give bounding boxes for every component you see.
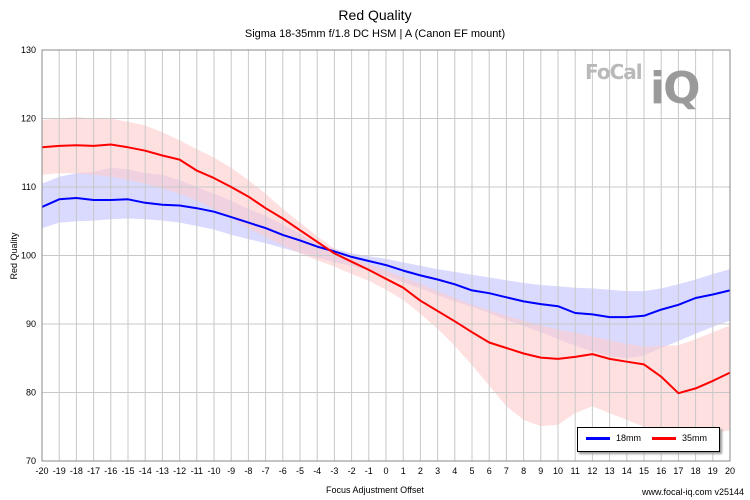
x-tick-label: 7 [504, 466, 509, 476]
y-axis-label: Red Quality [9, 232, 19, 280]
x-tick-label: -12 [173, 466, 186, 476]
x-tick-label: -16 [104, 466, 117, 476]
x-tick-label: 9 [538, 466, 543, 476]
x-tick-label: 2 [418, 466, 423, 476]
x-tick-label: -13 [156, 466, 169, 476]
x-tick-label: 8 [521, 466, 526, 476]
x-tick-label: 13 [605, 466, 615, 476]
x-tick-label: 3 [435, 466, 440, 476]
plot-frame [41, 49, 731, 462]
x-tick-label: 20 [725, 466, 735, 476]
x-tick-label: -7 [262, 466, 270, 476]
y-tick-label: 90 [26, 319, 36, 329]
legend-item-35mm: 35mm [652, 433, 712, 445]
x-tick-label: 6 [487, 466, 492, 476]
y-tick-label: 120 [21, 114, 36, 124]
series-line-35mm [41, 143, 731, 395]
legend-item-18mm: 18mm [586, 433, 646, 445]
x-tick-label: -6 [279, 466, 287, 476]
x-tick-label: 12 [587, 466, 597, 476]
x-tick-label: 19 [708, 466, 718, 476]
x-tick-label: -2 [348, 466, 356, 476]
chart-subtitle: Sigma 18-35mm f/1.8 DC HSM | A (Canon EF… [244, 28, 506, 40]
x-tick-label: -3 [330, 466, 338, 476]
x-tick-label: 16 [656, 466, 666, 476]
x-tick-label: 17 [673, 466, 683, 476]
x-tick-label: -20 [35, 466, 48, 476]
legend-label-18mm: 18mm [616, 433, 642, 443]
x-tick-label: 0 [383, 466, 388, 476]
x-tick-label: -18 [70, 466, 83, 476]
x-tick-label: -1 [365, 466, 373, 476]
x-tick-label: 4 [452, 466, 457, 476]
x-tick-label: 11 [571, 466, 580, 476]
x-tick-label: -8 [244, 466, 252, 476]
legend-swatch-35mm [652, 437, 676, 440]
legend-label-35mm: 35mm [682, 433, 708, 443]
x-tick-label: 14 [622, 466, 632, 476]
y-tick-label: 110 [22, 182, 36, 192]
x-tick-label: -4 [313, 466, 321, 476]
logo-iq-text: iQ [650, 63, 700, 114]
chart-title: Red Quality [338, 7, 412, 23]
x-tick-label: -15 [121, 466, 134, 476]
x-tick-label: -19 [53, 466, 66, 476]
series-line-18mm [41, 197, 731, 319]
x-tick-label: 5 [469, 466, 474, 476]
x-tick-label: 15 [639, 466, 649, 476]
x-tick-label: -5 [296, 466, 304, 476]
y-tick-label: 80 [26, 388, 36, 398]
x-tick-label: 1 [401, 466, 406, 476]
x-tick-label: 10 [553, 466, 563, 476]
logo-focal-text: FoCal [585, 60, 643, 84]
x-tick-label: -14 [139, 466, 152, 476]
legend: 18mm 35mm [577, 427, 720, 452]
y-tick-label: 130 [21, 45, 36, 55]
x-tick-label: -10 [207, 466, 220, 476]
y-tick-label: 70 [26, 456, 36, 466]
x-tick-label: 18 [691, 466, 701, 476]
legend-swatch-18mm [586, 437, 610, 440]
x-tick-label: -11 [191, 466, 203, 476]
footer-url-version: www.focal-iq.com v25144 [641, 487, 744, 497]
x-tick-label: -17 [87, 466, 100, 476]
y-tick-label: 100 [21, 251, 36, 261]
focal-iq-logo: FoCal iQ [585, 58, 710, 118]
x-axis-label: Focus Adjustment Offset [326, 485, 424, 495]
x-tick-label: -9 [227, 466, 235, 476]
